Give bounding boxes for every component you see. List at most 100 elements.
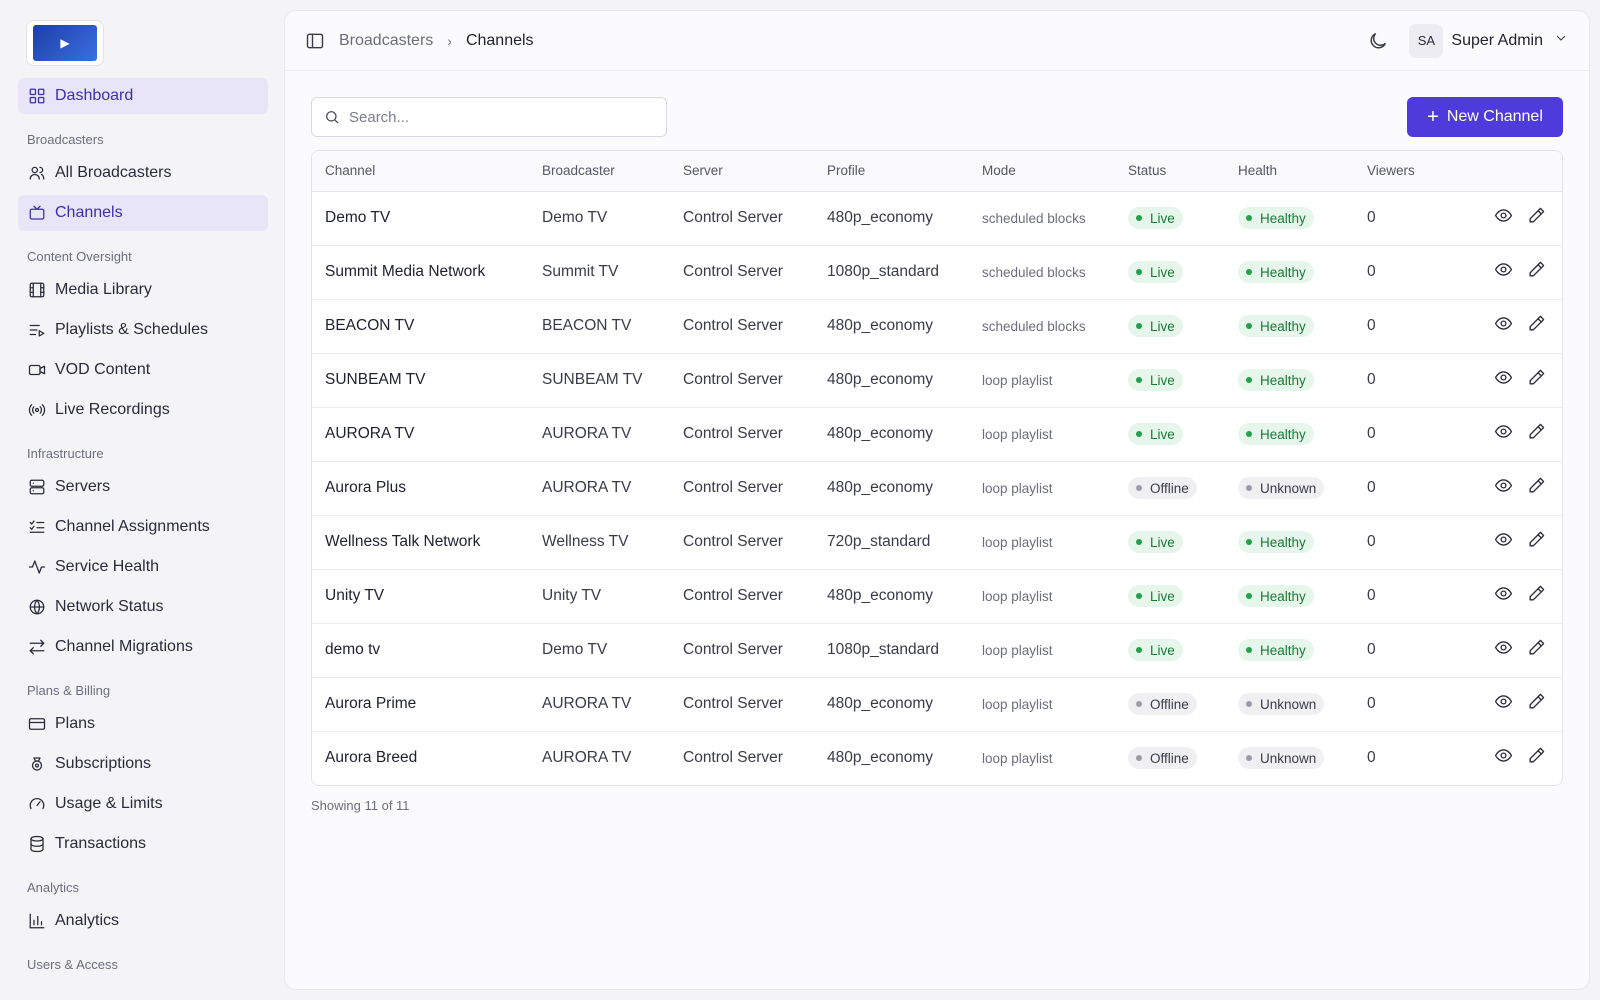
server-icon	[28, 478, 46, 496]
pencil-icon[interactable]	[1527, 638, 1546, 662]
new-channel-button[interactable]: + New Channel	[1407, 97, 1563, 137]
mode-cell: scheduled blocks	[969, 191, 1115, 246]
viewers-cell: 0	[1354, 407, 1444, 462]
sidebar-item-playlists-and-schedules[interactable]: Playlists & Schedules	[18, 312, 268, 348]
sidebar-item-channels[interactable]: Channels	[18, 195, 268, 231]
card-icon	[28, 715, 46, 733]
pagination-summary: Showing 11 of 11	[311, 798, 410, 813]
sidebar-item-channel-assignments[interactable]: Channel Assignments	[18, 509, 268, 545]
status-dot-icon	[1136, 593, 1142, 599]
sidebar-item-plans[interactable]: Plans	[18, 706, 268, 742]
pencil-icon[interactable]	[1527, 206, 1546, 230]
row-actions	[1457, 692, 1562, 716]
sidebar-item-dashboard[interactable]: Dashboard	[18, 78, 268, 114]
playlist-icon	[28, 321, 46, 339]
breadcrumb-broadcasters[interactable]: Broadcasters	[339, 31, 434, 49]
table-row[interactable]: Summit Media Network Summit TV Control Ser…	[312, 245, 1562, 300]
search-input[interactable]	[349, 108, 649, 126]
pencil-icon[interactable]	[1527, 368, 1546, 392]
sidebar-item-vod-content[interactable]: VOD Content	[18, 352, 268, 388]
eye-icon[interactable]	[1494, 638, 1513, 662]
broadcaster-cell: Demo TV	[529, 191, 670, 246]
sidebar-item-network-status[interactable]: Network Status	[18, 589, 268, 625]
sidebar-toggle-icon[interactable]	[305, 31, 325, 51]
mode-cell: loop playlist	[969, 353, 1115, 408]
eye-icon[interactable]	[1494, 368, 1513, 392]
broadcaster-cell: AURORA TV	[529, 407, 670, 462]
health-cell: Healthy	[1225, 353, 1354, 408]
sidebar-item-servers[interactable]: Servers	[18, 469, 268, 505]
eye-icon[interactable]	[1494, 692, 1513, 716]
profile-cell: 480p_economy	[814, 461, 969, 516]
mode-cell: loop playlist	[969, 461, 1115, 516]
sidebar-item-service-health[interactable]: Service Health	[18, 549, 268, 585]
status-cell: Offline	[1115, 677, 1225, 732]
sidebar-item-transactions[interactable]: Transactions	[18, 826, 268, 862]
pencil-icon[interactable]	[1527, 260, 1546, 284]
table-row[interactable]: AURORA TV AURORA TV Control Server 480p_eco…	[312, 407, 1562, 462]
row-actions	[1457, 314, 1562, 338]
pencil-icon[interactable]	[1527, 530, 1546, 554]
actions-cell	[1444, 677, 1562, 732]
viewers-cell: 0	[1354, 569, 1444, 624]
health-text: Healthy	[1260, 372, 1306, 388]
sidebar-item-live-recordings[interactable]: Live Recordings	[18, 392, 268, 428]
eye-icon[interactable]	[1494, 422, 1513, 446]
table-row[interactable]: Aurora Plus AURORA TV Control Server 480p_e…	[312, 461, 1562, 516]
pencil-icon[interactable]	[1527, 422, 1546, 446]
server-cell: Control Server	[683, 749, 783, 767]
health-cell: Healthy	[1225, 191, 1354, 246]
actions-cell	[1444, 245, 1562, 300]
app-logo[interactable]: ▶	[26, 20, 104, 66]
table-row[interactable]: demo tv Demo TV Control Server 1080p_standa…	[312, 623, 1562, 678]
actions-cell	[1444, 623, 1562, 678]
channel-cell: Demo TV	[312, 191, 529, 246]
table-row[interactable]: Demo TV Demo TV Control Server 480p_economy…	[312, 191, 1562, 246]
eye-icon[interactable]	[1494, 584, 1513, 608]
eye-icon[interactable]	[1494, 530, 1513, 554]
eye-icon[interactable]	[1494, 476, 1513, 500]
sidebar-item-media-library[interactable]: Media Library	[18, 272, 268, 308]
table-row[interactable]: Aurora Prime AURORA TV Control Server 480p_…	[312, 677, 1562, 732]
eye-icon[interactable]	[1494, 746, 1513, 770]
section-label-analytics: Analytics	[27, 880, 80, 895]
table-row[interactable]: SUNBEAM TV SUNBEAM TV Control Server 480p_e…	[312, 353, 1562, 408]
moon-icon[interactable]	[1367, 30, 1389, 52]
pencil-icon[interactable]	[1527, 692, 1546, 716]
health-badge: Unknown	[1238, 693, 1325, 715]
mode-cell: loop playlist	[982, 750, 1053, 766]
table-row[interactable]: Aurora Breed AURORA TV Control Server 480p_…	[312, 731, 1562, 785]
eye-icon[interactable]	[1494, 206, 1513, 230]
sidebar-item-all-broadcasters[interactable]: All Broadcasters	[18, 155, 268, 191]
pencil-icon[interactable]	[1527, 584, 1546, 608]
chevron-down-icon[interactable]	[1553, 30, 1569, 51]
sidebar-item-channel-migrations[interactable]: Channel Migrations	[18, 629, 268, 665]
status-badge: Offline	[1128, 693, 1197, 715]
eye-icon[interactable]	[1494, 314, 1513, 338]
channel-cell: Unity TV	[312, 569, 529, 624]
broadcaster-cell: SUNBEAM TV	[529, 353, 670, 408]
grid-icon	[28, 87, 46, 105]
health-text: Healthy	[1260, 318, 1306, 334]
sidebar-item-usage-and-limits[interactable]: Usage & Limits	[18, 786, 268, 822]
eye-icon[interactable]	[1494, 260, 1513, 284]
table-row[interactable]: Unity TV Unity TV Control Server 480p_econo…	[312, 569, 1562, 624]
pencil-icon[interactable]	[1527, 314, 1546, 338]
status-cell: Live	[1115, 515, 1225, 570]
sidebar-item-analytics[interactable]: Analytics	[18, 903, 268, 939]
table-row[interactable]: Wellness Talk Network Wellness TV Control …	[312, 515, 1562, 570]
broadcaster-cell: AURORA TV	[529, 677, 670, 732]
pencil-icon[interactable]	[1527, 476, 1546, 500]
server-cell: Control Server	[670, 407, 814, 462]
health-badge: Unknown	[1238, 477, 1325, 499]
user-name[interactable]: Super Admin	[1451, 31, 1543, 49]
channel-cell: Wellness Talk Network	[312, 515, 529, 570]
pencil-icon[interactable]	[1527, 746, 1546, 770]
avatar[interactable]: SA	[1409, 23, 1444, 58]
sidebar-item-label: All Broadcasters	[55, 164, 172, 181]
channel-cell: Aurora Breed	[325, 749, 418, 767]
profile-cell: 480p_economy	[814, 677, 969, 732]
health-badge: Healthy	[1238, 261, 1314, 283]
table-row[interactable]: BEACON TV BEACON TV Control Server 480p_eco…	[312, 299, 1562, 354]
sidebar-item-subscriptions[interactable]: Subscriptions	[18, 746, 268, 782]
